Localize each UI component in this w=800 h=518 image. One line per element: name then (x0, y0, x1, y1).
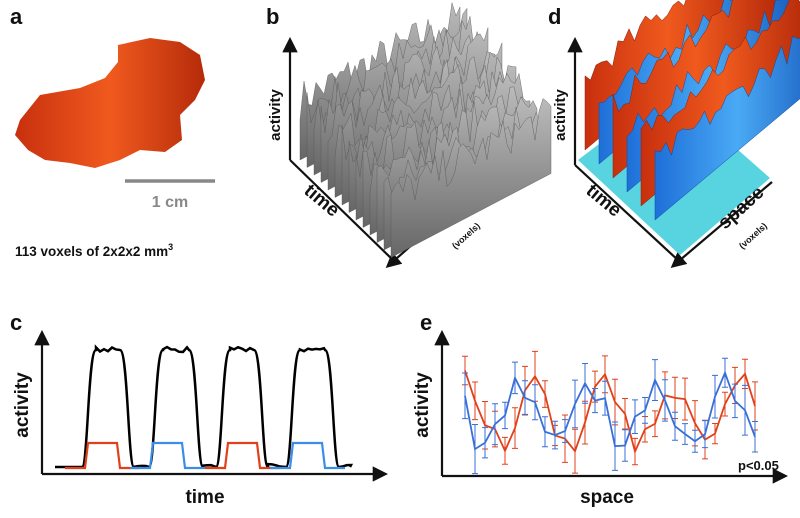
caption-text: 113 voxels of 2x2x2 mm (15, 244, 168, 259)
annotation: p<0.05 (738, 458, 779, 473)
blue-block (654, 35, 800, 221)
x-label: space (580, 487, 634, 508)
profile (464, 370, 756, 455)
panel-letter: e (420, 310, 432, 335)
axis (574, 164, 681, 263)
x-label: time (185, 487, 224, 508)
caption-superscript: 3 (168, 242, 173, 252)
axis (289, 159, 396, 263)
panel-letter: c (10, 310, 22, 335)
y-label: activity (552, 88, 569, 140)
regressor (205, 441, 280, 470)
y-label: activity (267, 88, 284, 140)
panel-letter: b (266, 4, 279, 29)
z-unit: (voxels) (737, 221, 769, 251)
error-bar (462, 372, 468, 420)
panel-c: c activity time (10, 310, 389, 508)
brain-region (15, 38, 205, 168)
regressor (65, 441, 140, 470)
z-unit: (voxels) (450, 221, 482, 251)
caption: 113 voxels of 2x2x2 mm3 (15, 242, 173, 259)
y-label: activity (12, 372, 33, 438)
regressor (130, 441, 205, 470)
panel-letter: a (10, 4, 23, 29)
profile (464, 370, 756, 451)
regressor (270, 441, 345, 470)
error-bar (752, 420, 758, 453)
surface-strip (390, 98, 552, 258)
y-label: activity (412, 372, 433, 438)
axis (670, 181, 773, 268)
panel-a: a 1 cm 113 voxels of 2x2x2 mm3 (10, 4, 215, 259)
panel-e: e activity space p<0.05 (412, 310, 789, 508)
panel-letter: d (548, 4, 561, 29)
panel-d: d activity time space (voxels) (548, 0, 800, 268)
trace (55, 344, 354, 469)
panel-b: b activity time space (voxels) (266, 2, 552, 269)
scale-label: 1 cm (152, 194, 188, 211)
